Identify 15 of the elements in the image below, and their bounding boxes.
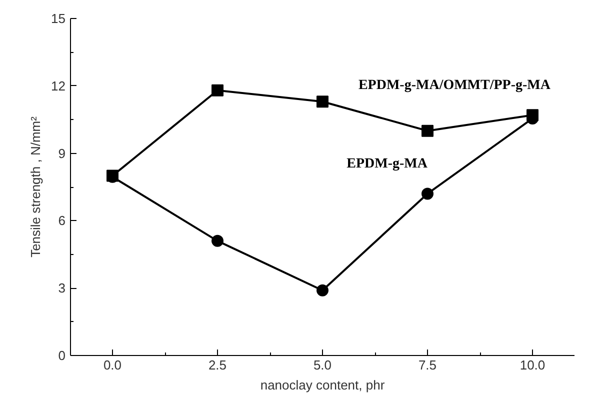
x-tick-label: 10.0: [520, 358, 546, 372]
y-tick-label: 12: [51, 78, 66, 94]
x-tick-label: 0.0: [103, 358, 122, 372]
x-axis-title: nanoclay content, phr: [260, 378, 386, 392]
y-tick-label: 0: [58, 348, 66, 363]
x-tick-label: 2.5: [208, 358, 227, 372]
series-label: EPDM-g-MA/OMMT/PP-g-MA: [358, 78, 552, 94]
y-tick-label: 3: [58, 280, 66, 296]
y-tick-label: 6: [58, 213, 66, 228]
series-label: EPDM-g-MA: [346, 156, 428, 172]
y-tick-label: 15: [51, 11, 66, 26]
x-tick-label: 7.5: [418, 358, 437, 372]
x-tick-label: 5.0: [313, 358, 332, 372]
y-tick-label: 9: [58, 146, 66, 161]
y-axis-title: Tensile strength , N/mm²: [28, 116, 44, 258]
